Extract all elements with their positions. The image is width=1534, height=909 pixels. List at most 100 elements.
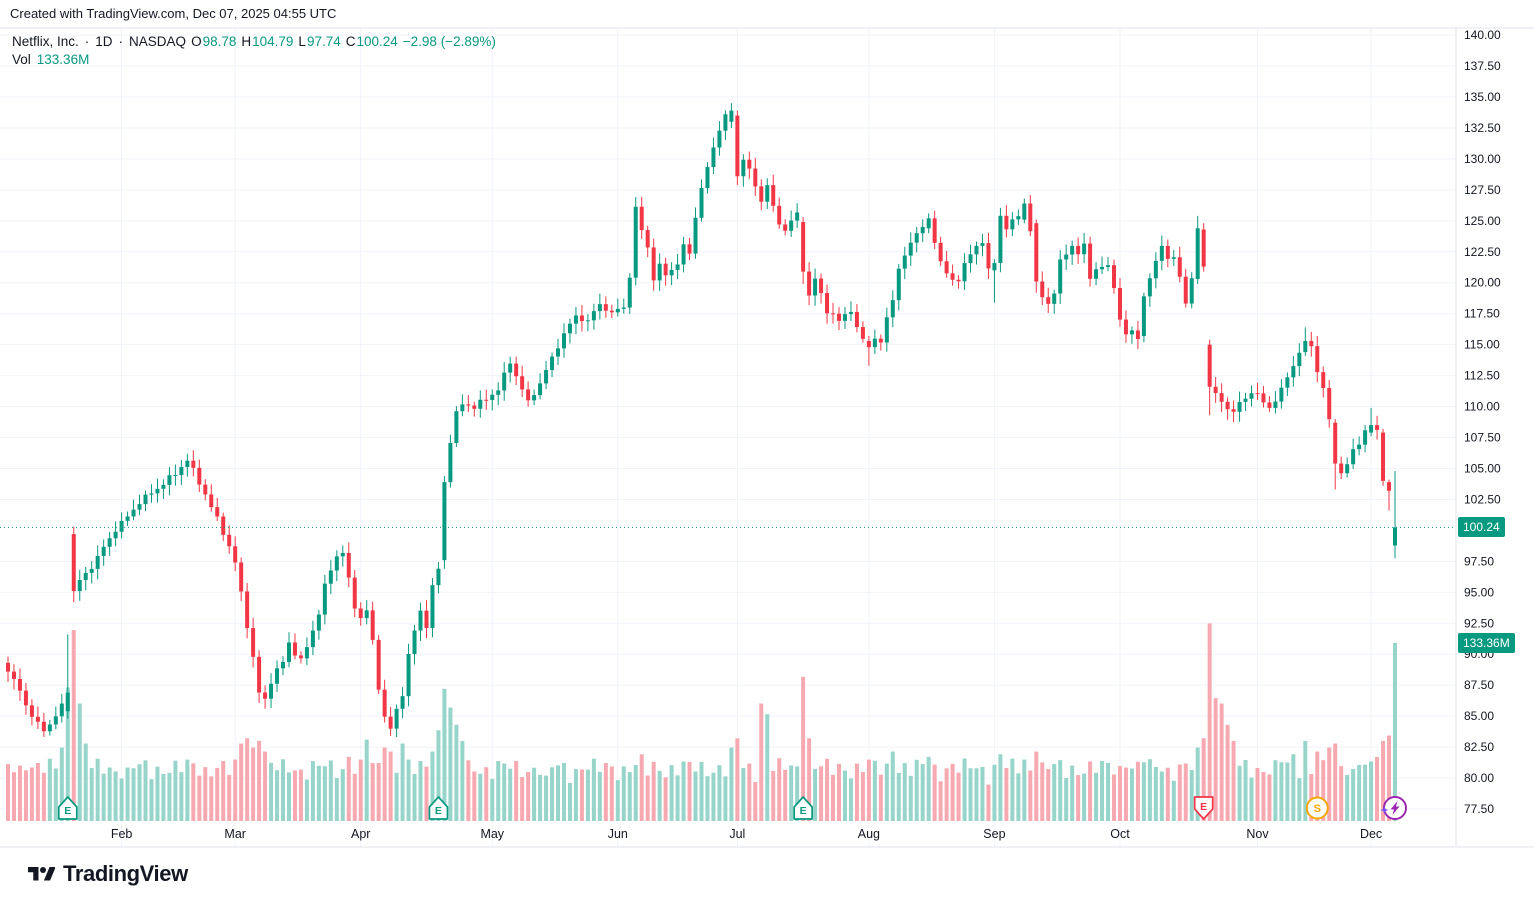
candle-body [944, 261, 949, 274]
earnings-badge-shape [57, 796, 78, 820]
volume-bar [591, 758, 596, 821]
ohlc-high: H 104.79 [241, 34, 294, 49]
candle-body [1171, 257, 1176, 259]
volume-bar [424, 766, 429, 821]
volume-bar [472, 771, 477, 821]
candle-body [1040, 281, 1045, 298]
volume-bar [1028, 770, 1033, 821]
volume-bar [878, 774, 883, 821]
time-axis[interactable]: Feb Mar Apr May Jun Jul Aug Sep Oct Nov Dec [111, 827, 1382, 841]
volume-bar [83, 743, 88, 821]
candle-body [1297, 352, 1302, 367]
candle-body [980, 243, 985, 246]
volume-bar [1267, 774, 1272, 821]
volume-bar [101, 773, 106, 821]
volume-bar [1135, 761, 1140, 821]
candle-body [89, 568, 94, 573]
candle-body [478, 399, 483, 409]
ohlc-low: L 97.74 [298, 34, 341, 49]
flash-marker[interactable] [1380, 796, 1407, 820]
candle-body [400, 696, 405, 709]
candle-body [1129, 330, 1134, 335]
symbol-title[interactable]: Netflix, Inc. [12, 34, 79, 49]
candle-body [1213, 386, 1218, 394]
volume-bar [185, 759, 190, 821]
tradingview-logo[interactable]: TradingView [28, 861, 188, 887]
price-tick-label: 82.50 [1464, 740, 1494, 754]
volume-bar [1058, 760, 1063, 821]
symbol-interval[interactable]: 1D [95, 34, 113, 49]
candle-body [759, 186, 764, 202]
volume-bar [209, 776, 214, 821]
volume-bar [203, 767, 208, 821]
volume-bar [478, 773, 483, 821]
candle-body [23, 690, 28, 706]
volume-bar [615, 780, 620, 821]
volume-bar [394, 772, 399, 821]
time-axis-label: Dec [1360, 827, 1382, 841]
candle-body [155, 488, 160, 494]
candle-body [932, 218, 937, 243]
candle-body [35, 716, 40, 722]
symbol-exchange[interactable]: NASDAQ [129, 34, 187, 49]
earnings-up-marker[interactable]: E [428, 796, 449, 820]
candle-body [203, 484, 208, 495]
price-axis[interactable]: 140.00 137.50 135.00 132.50 130.00 127.50 125.… [1464, 28, 1501, 816]
volume-bar [1381, 740, 1386, 821]
candle-body [107, 538, 112, 547]
volume-bar [173, 760, 178, 821]
volume-bar [11, 772, 16, 821]
volume-bar [567, 782, 572, 821]
volume-bar [131, 768, 136, 821]
ohlc-open: O 98.78 [191, 34, 237, 49]
volume-bar [1088, 761, 1093, 821]
candle-body [424, 610, 429, 628]
volume-bar [1046, 769, 1051, 821]
price-tick-label: 80.00 [1464, 771, 1494, 785]
price-tick-label: 127.50 [1464, 183, 1501, 197]
candle-body [322, 583, 327, 615]
candle-body [783, 224, 788, 231]
candle-body [1004, 215, 1009, 230]
candle-body [358, 608, 363, 619]
volume-bar [711, 772, 716, 821]
split-marker[interactable]: S [1305, 796, 1329, 820]
volume-bar [191, 763, 196, 821]
earnings-up-marker[interactable]: E [793, 796, 813, 820]
candle-body [848, 311, 853, 315]
price-tick-label: 97.50 [1464, 554, 1494, 568]
candle-body [1207, 344, 1212, 387]
candle-body [1070, 245, 1075, 255]
price-tick-label: 87.50 [1464, 678, 1494, 692]
candle-body [1177, 257, 1182, 277]
candle-body [902, 255, 907, 269]
candle-body [1088, 243, 1093, 279]
volume-bar [286, 772, 291, 821]
volume-bar [257, 740, 262, 821]
volume-bar [23, 770, 28, 821]
symbol-info-row[interactable]: Netflix, Inc. · 1D · NASDAQ O 98.78 H 104.… [12, 34, 496, 49]
candle-body [1010, 219, 1015, 230]
split-badge-circle [1305, 796, 1329, 820]
candle-body [998, 215, 1003, 263]
candle-body [1195, 228, 1200, 280]
candle-body [920, 226, 925, 234]
price-tick-label: 110.00 [1464, 400, 1500, 414]
volume-bar [645, 775, 650, 821]
volume-bar [801, 676, 806, 821]
candle-body [836, 313, 841, 321]
earnings-up-marker[interactable]: E [57, 796, 78, 820]
volume-bar [1219, 703, 1224, 821]
last-volume-badge: 133.36M [1458, 633, 1515, 653]
candle-body [813, 278, 818, 296]
volume-bar [508, 768, 513, 821]
volume-bar [890, 751, 895, 821]
candle-body [681, 244, 686, 265]
volume-bar [962, 758, 967, 821]
volume-bar [550, 767, 555, 821]
earnings-down-marker[interactable]: E [1193, 796, 1214, 820]
candle-body [1243, 398, 1248, 402]
volume-bar [514, 760, 519, 821]
